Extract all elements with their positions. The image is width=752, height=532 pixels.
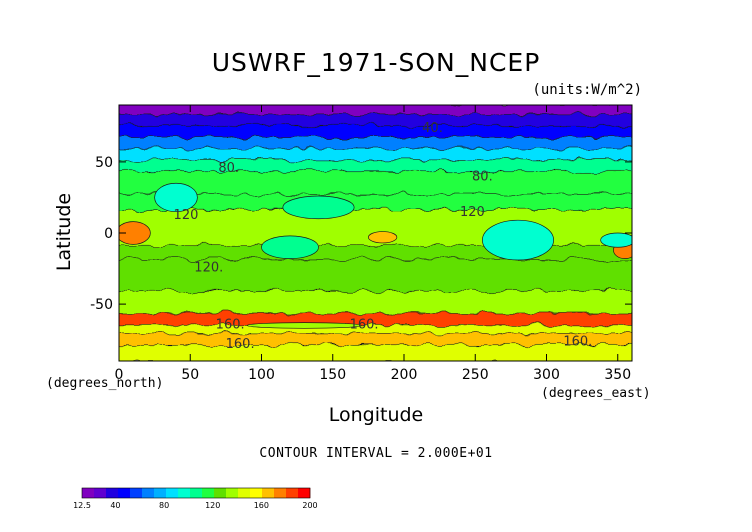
colorbar-swatch-2 — [106, 488, 119, 498]
colorbar-swatch-7 — [166, 488, 179, 498]
y-unit-note: (degrees_north) — [46, 376, 164, 391]
colorbar-swatch-10 — [202, 488, 215, 498]
y-tick-label-1: 0 — [104, 226, 113, 242]
x-tick-label-4: 200 — [391, 367, 418, 383]
chart-title: USWRF_1971-SON_NCEP — [211, 48, 541, 77]
contour-label-0: 40. — [422, 121, 443, 136]
contour-label-5: 120. — [194, 260, 223, 275]
colorbar-tick-label-5: 200 — [302, 501, 317, 510]
colorbar-swatch-12 — [226, 488, 239, 498]
latitude-band-15 — [119, 344, 632, 361]
colorbar-swatch-16 — [274, 488, 287, 498]
colorbar-tick-label-4: 160 — [254, 501, 269, 510]
colorbar-swatch-3 — [118, 488, 131, 498]
x-tick-label-0: 0 — [115, 367, 124, 383]
colorbar-swatch-4 — [130, 488, 143, 498]
colorbar-tick-label-2: 80 — [159, 501, 169, 510]
contour-feature-9 — [246, 322, 362, 329]
colorbar-swatch-18 — [298, 488, 311, 498]
colorbar-frame — [81, 487, 311, 499]
contour-label-4: 120 — [460, 205, 485, 220]
x-axis-label: Longitude — [328, 404, 424, 426]
colorbar-swatch-5 — [142, 488, 155, 498]
contour-label-7: 160. — [350, 317, 379, 332]
x-tick-label-5: 250 — [462, 367, 489, 383]
units-label: (units:W/m^2) — [532, 82, 642, 98]
colorbar-swatch-6 — [154, 488, 167, 498]
colorbar-tick-label-1: 40 — [110, 501, 120, 510]
colorbar: 12.5 40 80 120 160 200 — [73, 487, 318, 510]
contour-label-9: 160. — [563, 334, 592, 349]
contour-label-3: 120 — [174, 208, 199, 223]
contour-feature-6 — [154, 182, 198, 213]
x-tick-label-7: 350 — [604, 367, 631, 383]
colorbar-swatch-13 — [238, 488, 251, 498]
contour-feature-4 — [482, 219, 554, 261]
latitude-band-6 — [119, 170, 632, 199]
x-unit-note: (degrees_east) — [541, 386, 651, 401]
colorbar-swatch-14 — [250, 488, 263, 498]
latitude-band-10 — [119, 259, 632, 296]
x-tick-label-1: 50 — [181, 367, 199, 383]
colorbar-swatch-9 — [190, 488, 203, 498]
contour-feature-7 — [282, 195, 355, 220]
contour-interval-label: CONTOUR INTERVAL = 2.000E+01 — [259, 446, 493, 461]
contour-label-1: 80. — [218, 161, 239, 176]
colorbar-swatch-11 — [214, 488, 227, 498]
contour-label-2: 80. — [472, 169, 493, 184]
colorbar-swatch-17 — [286, 488, 299, 498]
contour-feature-8 — [600, 232, 632, 248]
colorbar-swatch-1 — [94, 488, 107, 498]
contour-label-6: 160. — [216, 317, 245, 332]
contour-feature-1 — [368, 231, 398, 244]
colorbar-swatch-0 — [82, 488, 95, 498]
y-tick-label-0: 50 — [95, 155, 113, 171]
colorbar-swatch-15 — [262, 488, 275, 498]
x-tick-label-3: 150 — [319, 367, 346, 383]
x-tick-label-2: 100 — [248, 367, 275, 383]
colorbar-tick-label-0: 12.5 — [73, 501, 91, 510]
colorbar-swatch-8 — [178, 488, 191, 498]
y-tick-label-2: -50 — [90, 297, 113, 313]
x-tick-label-6: 300 — [533, 367, 560, 383]
latitude-band-11 — [119, 290, 632, 318]
contour-feature-5 — [261, 235, 319, 259]
contour-feature-0 — [119, 221, 151, 245]
plot-area — [119, 105, 632, 361]
colorbar-tick-label-3: 120 — [205, 501, 220, 510]
contour-label-8: 160. — [226, 337, 255, 352]
